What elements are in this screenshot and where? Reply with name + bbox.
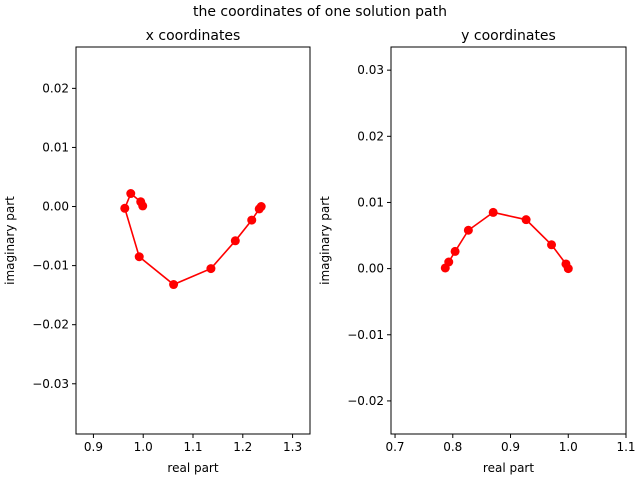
y-tick-label: 0.01 xyxy=(42,140,69,154)
data-point xyxy=(126,189,136,199)
data-point xyxy=(134,252,144,262)
data-point xyxy=(230,236,240,246)
x-tick-label: 0.9 xyxy=(501,440,520,454)
data-point xyxy=(169,280,179,290)
y-axis-label: imaginary part xyxy=(3,196,17,285)
data-point xyxy=(254,204,264,214)
x-tick-label: 1.1 xyxy=(616,440,635,454)
data-point xyxy=(120,203,130,213)
y-tick-label: −0.03 xyxy=(32,377,69,391)
subplot-2: y coordinates 0.7 0.8 0.9 1.0 1.1 −0.02 −0.01 0.… xyxy=(318,28,636,475)
y-tick-label: 0.03 xyxy=(357,63,384,77)
y-tick-label: 0.02 xyxy=(42,81,69,95)
x-tick-label: 0.9 xyxy=(84,440,103,454)
data-point xyxy=(488,207,498,217)
data-point xyxy=(547,240,557,250)
x-tick-label: 1.1 xyxy=(183,440,202,454)
data-point xyxy=(440,263,450,273)
data-point xyxy=(561,259,571,269)
y-tick-label: 0.00 xyxy=(42,200,69,214)
x-tick-label: 1.0 xyxy=(559,440,578,454)
y-tick-label: −0.02 xyxy=(347,394,384,408)
y-axis-label: imaginary part xyxy=(318,196,332,285)
y-tick-label: −0.01 xyxy=(347,328,384,342)
y-tick-label: 0.01 xyxy=(357,195,384,209)
subplot-1: x coordinates 0.9 1.0 1.1 1.2 1.3 −0.03 −0.02 −0… xyxy=(3,28,311,475)
data-point xyxy=(463,225,473,235)
x-tick-label: 0.7 xyxy=(385,440,404,454)
x-tick-label: 0.8 xyxy=(443,440,462,454)
y-tick-label: −0.01 xyxy=(32,259,69,273)
subplot-title: y coordinates xyxy=(461,28,556,44)
data-point xyxy=(521,215,531,225)
y-tick-label: 0.02 xyxy=(357,129,384,143)
x-tick-label: 1.0 xyxy=(134,440,153,454)
data-point xyxy=(450,246,460,256)
x-axis-label: real part xyxy=(167,461,218,475)
x-axis-label: real part xyxy=(483,461,534,475)
x-tick-label: 1.3 xyxy=(283,440,302,454)
data-point xyxy=(138,201,148,211)
y-tick-label: 0.00 xyxy=(357,262,384,276)
subplot-title: x coordinates xyxy=(146,28,241,44)
plot-frame xyxy=(390,46,627,435)
subplots: x coordinates 0.9 1.0 1.1 1.2 1.3 −0.03 −0.02 −0… xyxy=(3,28,636,475)
data-point xyxy=(247,215,257,225)
figure-suptitle: the coordinates of one solution path xyxy=(193,4,447,20)
x-tick-label: 1.2 xyxy=(233,440,252,454)
plot-frame xyxy=(75,46,311,435)
data-point xyxy=(206,264,216,274)
y-tick-label: −0.02 xyxy=(32,318,69,332)
